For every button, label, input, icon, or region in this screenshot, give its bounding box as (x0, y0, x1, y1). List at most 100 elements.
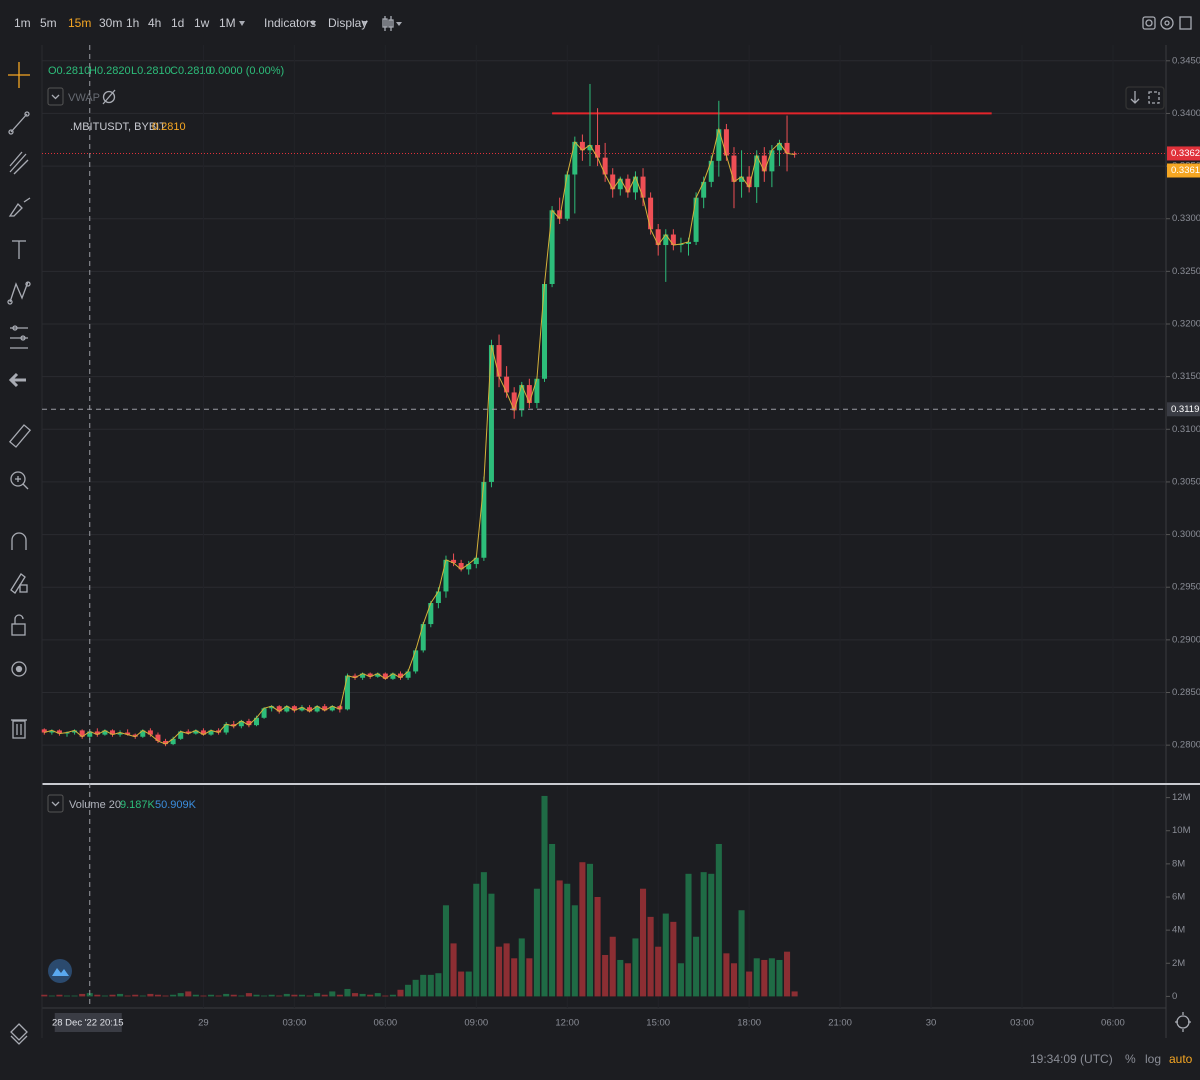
interval-button[interactable]: 30m (99, 16, 122, 30)
left-toolbar (7, 62, 32, 1045)
volume-bar (374, 993, 381, 997)
crosshair-price-box (1167, 402, 1200, 417)
x-tick-label: 09:00 (464, 1018, 488, 1029)
menu-button[interactable]: Indicators (264, 16, 316, 30)
candle-body (670, 234, 676, 246)
interval-button[interactable]: 1h (126, 16, 139, 30)
candle-body (686, 241, 692, 244)
text-tool[interactable] (12, 240, 26, 259)
candle-body (625, 178, 631, 193)
volume-bar (730, 963, 738, 997)
y-tick-label: 0.3250 (1172, 266, 1200, 277)
legend-high: H0.2820 (89, 65, 131, 77)
candle-body (458, 563, 464, 570)
volume-bar (640, 888, 647, 997)
volume-legend-toggle[interactable] (47, 794, 64, 813)
prediction-tool[interactable] (10, 325, 28, 349)
candle-body (79, 730, 85, 737)
axis-settings-icon[interactable] (1175, 1012, 1191, 1032)
pane-buttons (1125, 86, 1165, 110)
candle-body (761, 155, 767, 172)
x-tick-label: 06:00 (1101, 1018, 1125, 1029)
volume-bar (442, 905, 450, 997)
candle-body (216, 730, 222, 733)
volume-bar (230, 994, 237, 997)
delete-tool[interactable] (11, 719, 27, 739)
volume-bar (48, 995, 55, 997)
interval-button[interactable]: 4h (148, 16, 161, 30)
candle-body (390, 673, 396, 679)
candle-body (382, 673, 388, 679)
menu-button[interactable]: Display (328, 16, 367, 30)
fib-tool[interactable] (9, 151, 29, 175)
fullscreen-icon[interactable] (1179, 16, 1192, 30)
ruler-tool[interactable] (8, 424, 32, 448)
legend-toggle[interactable] (47, 87, 64, 106)
candle-body (163, 740, 169, 745)
candle-body (322, 706, 328, 711)
volume-bar (473, 883, 480, 997)
interval-button[interactable]: 15m (68, 16, 91, 30)
volume-bar (450, 943, 457, 997)
layers-tool[interactable] (10, 1023, 28, 1045)
zoom-tool[interactable] (10, 471, 29, 490)
line-tool[interactable] (8, 111, 30, 135)
candle-body (435, 591, 441, 604)
interval-button[interactable]: 5m (40, 16, 57, 30)
chart-type-icon[interactable] (382, 16, 402, 31)
y-tick-label: 0 (1172, 991, 1177, 1002)
candle-body (739, 176, 745, 182)
volume-bar (420, 974, 427, 997)
legend-change: 0.0000 (0.00%) (209, 65, 284, 77)
candle-body (466, 564, 472, 570)
x-tick-label: 30 (926, 1018, 937, 1029)
magnet-tool[interactable] (11, 532, 27, 550)
volume-bar (632, 938, 639, 997)
volume-bar (283, 993, 290, 997)
interval-button[interactable]: 1d (171, 16, 184, 30)
candle-body (314, 706, 320, 712)
candle-body (253, 717, 259, 726)
interval-button[interactable]: 1m (14, 16, 31, 30)
volume-bar (746, 971, 753, 997)
lock-tool[interactable] (11, 614, 26, 636)
candle-body (413, 650, 419, 672)
candle-body (564, 174, 570, 219)
volume-bar (321, 994, 328, 997)
candle-body (769, 150, 775, 172)
lock-drawing-tool[interactable] (10, 573, 28, 594)
candle-body (617, 178, 623, 190)
auto-toggle[interactable]: auto (1169, 1052, 1193, 1066)
hide-indicator-icon[interactable] (102, 89, 116, 105)
volume-bar (768, 958, 775, 997)
top-right-icons (1142, 16, 1192, 30)
interval-button[interactable]: 1M (219, 16, 236, 30)
percent-toggle[interactable]: % (1125, 1052, 1136, 1066)
log-toggle[interactable]: log (1145, 1052, 1161, 1066)
back-tool[interactable] (8, 372, 26, 388)
menu-arrows (239, 21, 368, 26)
pane-maximize-button[interactable] (1148, 91, 1160, 104)
pane-down-button[interactable] (1130, 91, 1140, 104)
candle-body (754, 155, 760, 188)
crosshair-tool[interactable] (8, 62, 30, 88)
pattern-tool[interactable] (7, 281, 31, 305)
indicator-name[interactable]: VWAP (68, 92, 100, 104)
volume-bar (336, 994, 343, 997)
brush-tool[interactable] (8, 197, 31, 217)
visibility-tool[interactable] (11, 661, 27, 677)
candle-body (451, 559, 457, 564)
volume-bar (268, 994, 275, 997)
volume-bar (715, 843, 722, 997)
volume-bar (602, 954, 609, 997)
screenshot-icon[interactable] (1142, 16, 1156, 30)
crosshair-time-box (54, 1013, 122, 1032)
y-tick-label: 0.2850 (1172, 687, 1200, 698)
volume-bar (503, 943, 510, 997)
interval-button[interactable]: 1w (194, 16, 210, 30)
price-marker-label: 0.3361 (1171, 165, 1200, 176)
settings-icon[interactable] (1160, 16, 1174, 30)
candle-body (72, 730, 78, 733)
volume-bar (518, 938, 525, 997)
candle-body (443, 559, 449, 592)
